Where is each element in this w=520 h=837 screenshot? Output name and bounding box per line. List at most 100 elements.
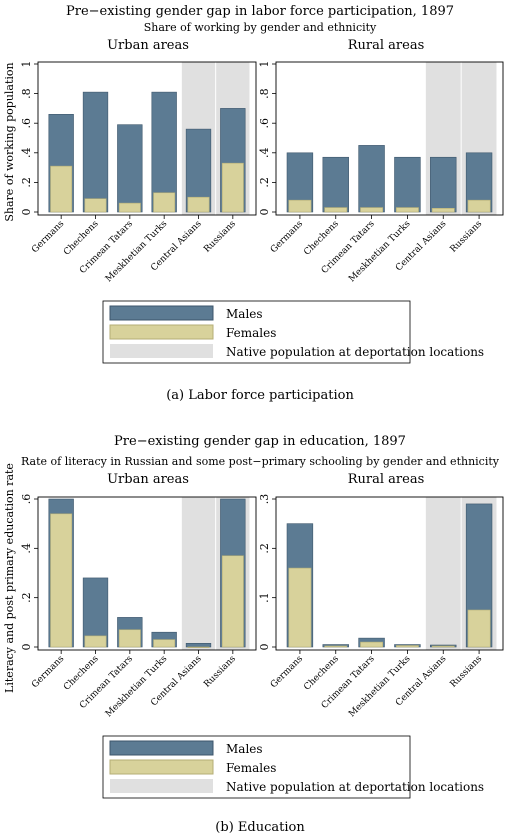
fig0-p0-ytick-label-0: 0	[20, 209, 33, 216]
legend-a-males-swatch	[109, 305, 214, 321]
figure-a-legend: Males Females Native population at depor…	[102, 300, 484, 364]
fig1-p1-bar-females-0	[288, 567, 312, 648]
legend-b-shade-swatch	[110, 779, 213, 793]
fig0-p0-bar-females-0	[50, 165, 73, 213]
legend-a-males-label: Males	[226, 307, 263, 321]
fig0-p0-ytick-label-3: .6	[20, 118, 33, 129]
fig1-p0-bar-females-1	[84, 635, 107, 648]
fig1-p0-ytick-label-1: .2	[20, 592, 33, 603]
fig0-p0-ytick-label-5: 1	[20, 61, 33, 68]
figure-a-rural-title: Rural areas	[348, 38, 425, 53]
fig0-p0-frame	[37, 61, 257, 216]
fig1-p0-bar-males-1	[82, 577, 109, 648]
fig1-p1-xtick-label-3: Meskhetian Turks	[347, 654, 413, 720]
legend-b-shade-label: Native population at deportation locatio…	[226, 780, 484, 794]
fig0-p1-xtick-label-3: Meskhetian Turks	[347, 219, 413, 285]
fig1-p1-ytick-label-0: 0	[258, 644, 271, 651]
fig0-p1-ytick-label-0: 0	[258, 209, 271, 216]
fig0-p1-bar-males-3	[394, 156, 421, 213]
fig0-p0-bar-females-2	[118, 202, 141, 213]
fig1-p0-xtick-label-5: Russians	[202, 654, 238, 690]
fig1-p1-ytick-label-1: .1	[258, 592, 271, 603]
fig1-p0-xtick-label-0: Germans	[30, 654, 66, 690]
figure-a-subtitle: Share of working by gender and ethnicity	[144, 21, 377, 34]
fig0-p1-xtick-label-1: Chechens	[302, 219, 341, 258]
fig1-p1-ytick-label-2: .2	[258, 543, 271, 554]
figure-b-rural-title: Rural areas	[348, 472, 425, 487]
fig1-p1-xtick-label-5: Russians	[449, 654, 485, 690]
legend-a-shade-label: Native population at deportation locatio…	[226, 345, 484, 359]
legend-b-females-label: Females	[226, 761, 276, 775]
fig1-p0-bar-females-3	[153, 639, 176, 648]
fig0-p0-ytick-label-2: .4	[20, 148, 33, 159]
fig0-p1-bar-females-4	[431, 208, 455, 213]
fig0-p0-bar-males-2	[117, 124, 143, 213]
fig0-p1-xtick-label-5: Russians	[449, 219, 485, 255]
figure-a-title: Pre−existing gender gap in labor force p…	[66, 4, 454, 19]
fig1-p1-bar-females-3	[396, 645, 419, 648]
fig0-p0-bar-females-3	[153, 192, 176, 213]
fig1-p0-shade-4	[181, 497, 216, 650]
fig0-p1-bar-females-2	[360, 207, 383, 213]
legend-a-females-label: Females	[226, 326, 276, 340]
legend-a-females-swatch	[109, 324, 214, 340]
figure-b-title: Pre−existing gender gap in education, 18…	[114, 434, 406, 449]
fig1-p0-ytick-label-3: .6	[20, 494, 33, 505]
legend-a-shade-swatch	[110, 344, 213, 358]
fig1-p0-bar-males-4	[185, 642, 212, 648]
figure-b-ylabel: Literacy and post primary education rate	[3, 463, 16, 693]
fig0-p0-bar-females-4	[187, 196, 210, 213]
figure-b-urban-title: Urban areas	[107, 472, 189, 487]
fig0-p1-bar-males-4	[430, 156, 457, 213]
fig0-p1-bar-males-1	[322, 156, 349, 213]
fig0-p1-ytick-label-3: .6	[258, 118, 271, 129]
fig0-p1-frame	[275, 61, 504, 216]
fig0-p1-bar-females-0	[288, 199, 312, 213]
fig0-p1-xtick-label-0: Germans	[269, 219, 305, 255]
fig1-p0-bar-females-4	[187, 646, 210, 648]
fig1-p0-bar-females-5	[221, 555, 244, 648]
fig1-p0-ytick-label-2: .4	[20, 543, 33, 554]
fig0-p0-bar-males-3	[151, 91, 177, 213]
fig0-p0-xtick-label-0: Germans	[30, 219, 66, 255]
fig0-p0-bar-females-5	[221, 162, 244, 213]
figure-a-urban-title: Urban areas	[107, 38, 189, 53]
fig0-p0-ytick-label-4: .8	[20, 88, 33, 99]
fig0-p0-bar-males-1	[82, 91, 109, 213]
legend-b-males-swatch	[109, 740, 214, 756]
fig0-p1-ytick-label-1: .2	[258, 177, 271, 188]
legend-b-males-label: Males	[226, 742, 263, 756]
fig0-p1-ytick-label-4: .8	[258, 88, 271, 99]
fig1-p0-xtick-label-3: Meskhetian Turks	[104, 654, 170, 720]
fig0-p1-ytick-label-2: .4	[258, 148, 271, 159]
fig1-p1-xtick-label-0: Germans	[269, 654, 305, 690]
figure-a-caption: (a) Labor force participation	[166, 388, 354, 403]
fig1-p1-bar-females-1	[324, 645, 348, 648]
fig0-p1-bar-females-1	[324, 207, 348, 213]
fig0-p0-xtick-label-5: Russians	[202, 219, 238, 255]
legend-b-females-swatch	[109, 759, 214, 775]
fig1-p1-shade-4	[425, 497, 461, 650]
fig1-p0-ytick-label-0: 0	[20, 644, 33, 651]
fig0-p1-bar-females-5	[467, 199, 491, 213]
fig1-p1-bar-females-2	[360, 641, 383, 648]
fig0-p1-bar-females-3	[396, 207, 419, 213]
fig0-p0-ytick-label-1: .2	[20, 177, 33, 188]
fig0-p1-ytick-label-5: 1	[258, 61, 271, 68]
fig1-p0-frame	[37, 496, 257, 651]
fig0-p0-bar-females-1	[84, 198, 107, 213]
fig1-p1-frame	[275, 496, 504, 651]
fig0-p0-xtick-label-3: Meskhetian Turks	[104, 219, 170, 285]
figure-a-ylabel: Share of working population	[3, 62, 16, 221]
figure-b-subtitle: Rate of literacy in Russian and some pos…	[21, 455, 500, 468]
fig1-p1-ytick-label-3: .3	[258, 494, 271, 505]
fig1-p0-bar-females-0	[50, 513, 73, 648]
figure-b-legend: Males Females Native population at depor…	[102, 735, 484, 799]
fig1-p1-bar-females-5	[467, 609, 491, 648]
fig0-p1-bar-males-2	[358, 145, 385, 213]
